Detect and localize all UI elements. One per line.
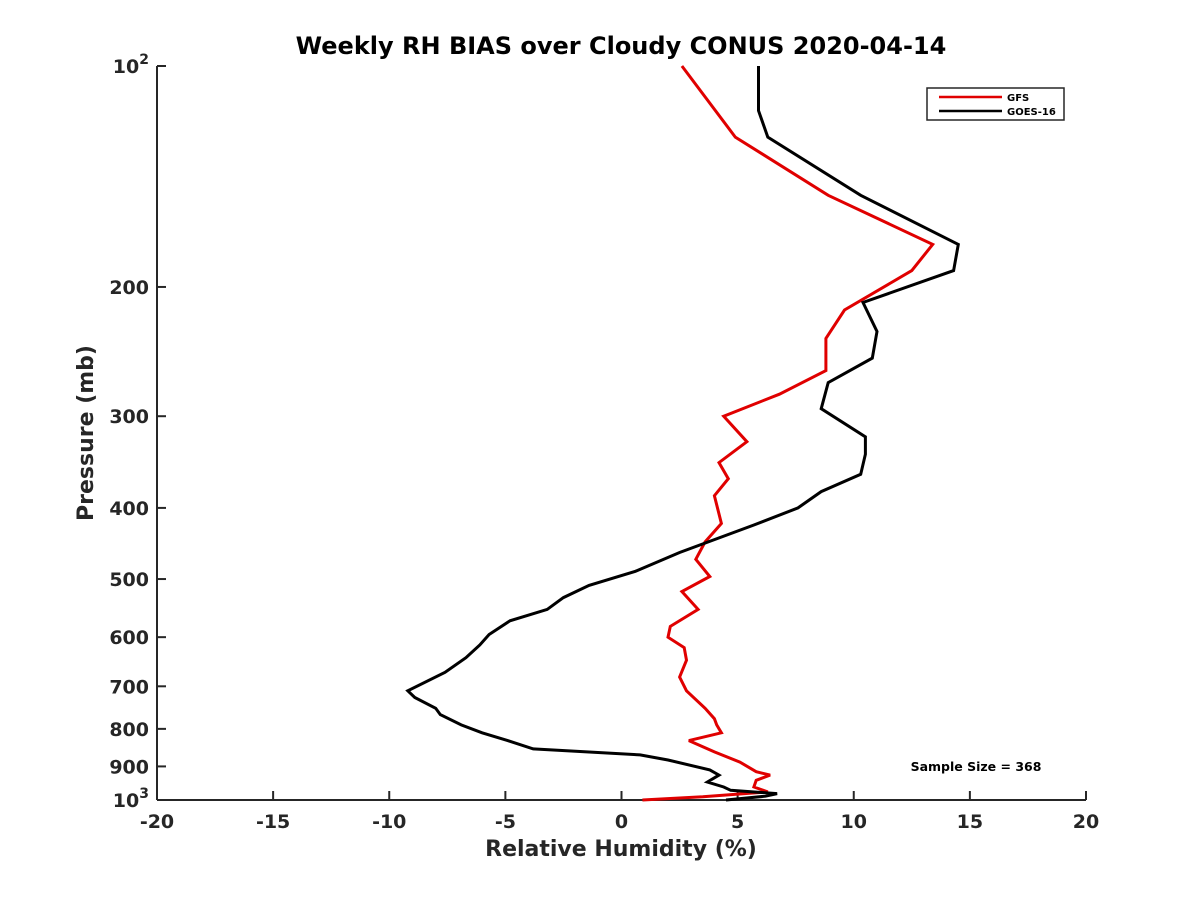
y-tick-label: 700 <box>109 676 149 698</box>
x-tick-label: -5 <box>495 811 516 833</box>
y-tick-label: 200 <box>109 277 149 299</box>
x-tick-label: 5 <box>731 811 744 833</box>
x-tick-label: 15 <box>957 811 983 833</box>
sample-size-annotation: Sample Size = 368 <box>911 759 1042 774</box>
y-tick-label: 102 <box>113 52 149 78</box>
x-tick-label: 10 <box>841 811 867 833</box>
y-tick-label: 103 <box>113 786 149 812</box>
chart-title: Weekly RH BIAS over Cloudy CONUS 2020-04… <box>296 32 947 60</box>
y-ticks: 102 200 300 400 500 600 700 800 900 103 <box>109 52 166 812</box>
y-tick-label: 300 <box>109 406 149 428</box>
legend-label-goes16: GOES-16 <box>1007 107 1056 118</box>
series-line-gfs <box>642 65 936 802</box>
x-tick-label: 20 <box>1073 811 1099 833</box>
series-line-goes-16 <box>405 66 960 802</box>
x-tick-label: -10 <box>372 811 406 833</box>
legend-label-gfs: GFS <box>1007 93 1029 104</box>
y-axis-label: Pressure (mb) <box>74 345 99 521</box>
y-tick-label: 500 <box>109 569 149 591</box>
legend-box <box>926 87 1065 121</box>
y-tick-label: 900 <box>109 756 149 778</box>
series-group <box>405 65 960 802</box>
y-tick-label: 400 <box>109 498 149 520</box>
x-tick-label: -15 <box>256 811 290 833</box>
x-axis-label: Relative Humidity (%) <box>485 837 757 862</box>
y-tick-label: 600 <box>109 627 149 649</box>
x-ticks: -20 -15 -10 -5 0 5 10 15 20 <box>140 791 1099 833</box>
axes <box>156 66 1086 801</box>
x-tick-label: 0 <box>615 811 628 833</box>
y-tick-label: 800 <box>109 719 149 741</box>
legend: GFS GOES-16 <box>926 87 1065 121</box>
x-tick-label: -20 <box>140 811 174 833</box>
